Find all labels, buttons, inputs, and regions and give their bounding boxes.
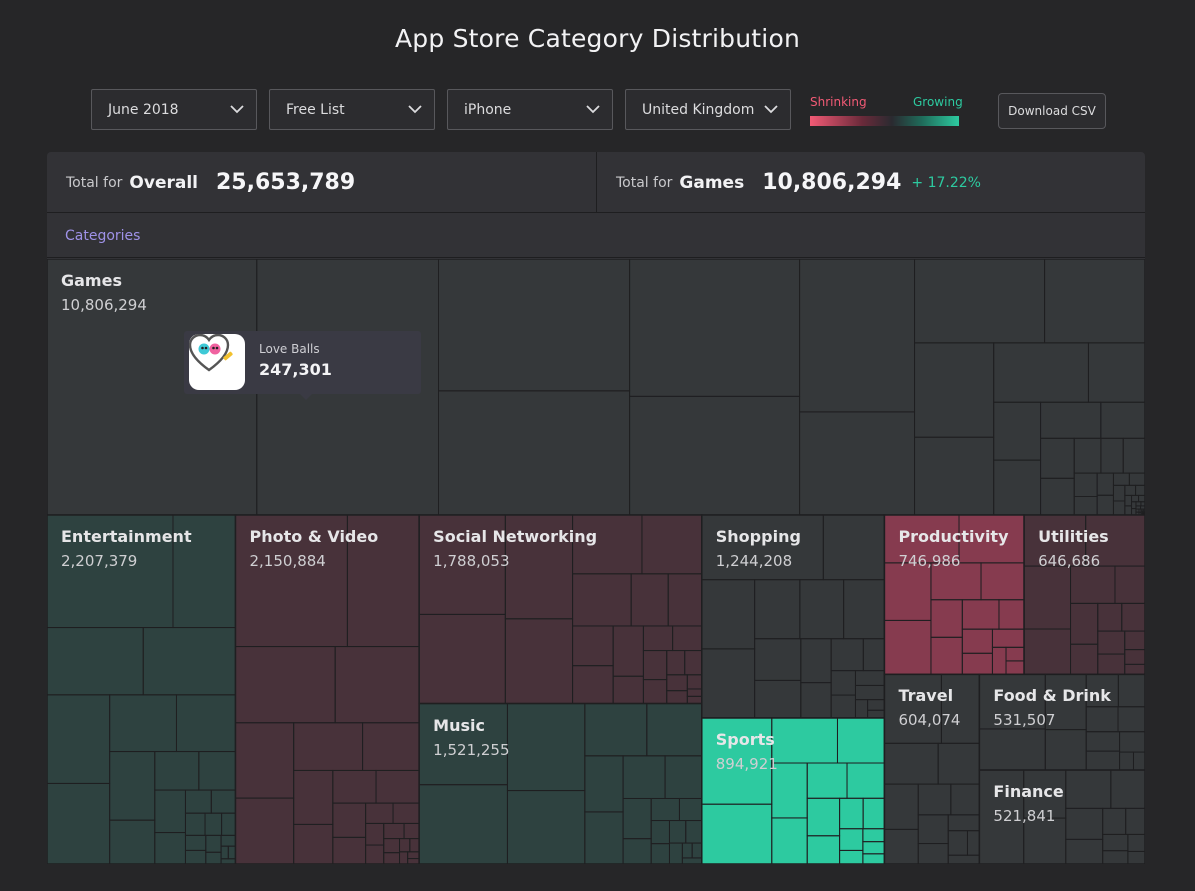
overall-total: Total for Overall 25,653,789 [66,152,355,213]
chevron-down-icon [764,103,778,117]
treemap-block-travel-area [883,673,981,864]
treemap-block-entertainment[interactable] [47,514,237,864]
overall-total-prefix: Total for [66,174,123,191]
breadcrumb[interactable]: Categories [47,214,1145,258]
totals-bar: Total for Overall 25,653,789 Total for G… [47,152,1145,213]
legend-shrinking-label: Shrinking [810,95,867,109]
treemap-block-photo-video[interactable] [234,514,420,864]
download-csv-button[interactable]: Download CSV [998,93,1106,129]
selected-total-prefix: Total for [616,174,673,191]
treemap-block-finance-area [978,769,1145,864]
selected-total-name: Games [679,172,745,193]
treemap-block-social-networking-area [418,514,703,705]
treemap-block-entertainment-area [47,514,237,864]
totals-divider [596,152,597,213]
treemap-block-photo-video-area [234,514,420,864]
list-select[interactable]: Free List [269,89,435,130]
list-select-value: Free List [286,101,345,118]
tooltip-app-value: 247,301 [259,360,332,379]
country-select[interactable]: United Kingdom [625,89,791,130]
app-tooltip: Love Balls 247,301 [184,331,421,400]
treemap-svg [47,259,1145,864]
treemap-block-productivity-area [883,514,1025,676]
treemap-block-sports-area [701,717,886,864]
treemap-block-sports[interactable] [701,717,886,864]
month-select[interactable]: June 2018 [91,89,257,130]
tooltip-app-name: Love Balls [259,342,320,356]
breadcrumb-categories[interactable]: Categories [65,227,141,244]
device-select[interactable]: iPhone [447,89,613,130]
treemap-block-utilities-area [1023,514,1145,676]
selected-total: Total for Games 10,806,294 + 17.22% [616,152,981,213]
treemap-block-shopping[interactable] [701,514,886,719]
country-select-value: United Kingdom [642,101,755,118]
chevron-down-icon [230,103,244,117]
legend-gradient-bar [810,116,959,126]
selected-total-change: + 17.22% [911,174,981,191]
treemap-app-cell [1127,850,1145,864]
chevron-down-icon [586,103,600,117]
treemap-block-utilities[interactable] [1023,514,1145,676]
treemap-panel: Total for Overall 25,653,789 Total for G… [47,152,1145,864]
page-title: App Store Category Distribution [394,24,800,53]
device-select-value: iPhone [464,101,512,118]
legend-growing-label: Growing [913,95,963,109]
love-balls-app-icon [189,334,245,390]
treemap-block-productivity[interactable] [883,514,1025,676]
treemap-block-food-drink-area [978,673,1145,771]
treemap-block-shopping-area [701,514,886,719]
treemap-block-music-area [418,702,703,864]
treemap-block-travel[interactable] [883,673,981,864]
treemap-block-social-networking[interactable] [418,514,703,705]
overall-total-value: 25,653,789 [215,170,356,195]
treemap-block-food-drink[interactable] [978,673,1145,771]
month-select-value: June 2018 [108,101,179,118]
treemap: Games 10,806,294 Entertainment 2,207,379 Pho… [47,259,1145,864]
chevron-down-icon [408,103,422,117]
overall-total-name: Overall [129,172,198,193]
selected-total-value: 10,806,294 [762,170,902,195]
treemap-block-music[interactable] [418,702,703,864]
treemap-block-finance[interactable] [978,769,1145,864]
